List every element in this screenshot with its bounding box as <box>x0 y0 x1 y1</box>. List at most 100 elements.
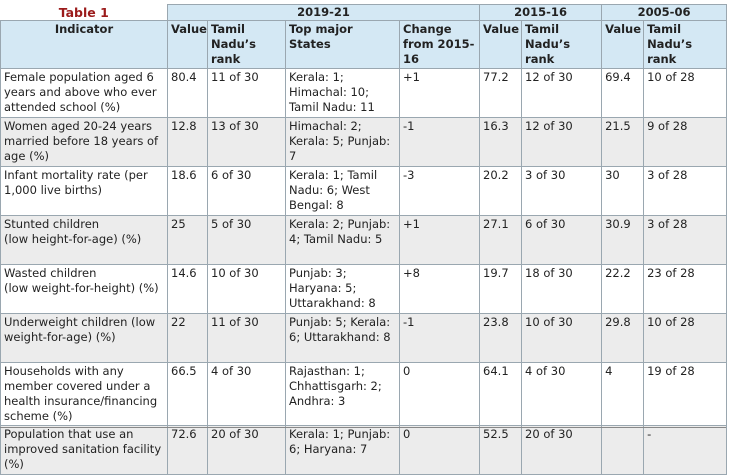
table-cell: 10 of 30 <box>207 264 286 314</box>
table-cell: 3 of 28 <box>643 166 728 216</box>
table-cell: -1 <box>398 313 481 363</box>
table-cell: 27.1 <box>479 215 523 265</box>
table-cell: Punjab: 5; Kerala: 6; Uttarakhand: 8 <box>285 313 400 363</box>
table-cell: 22.2 <box>601 264 645 314</box>
column-header: Top major States <box>285 20 400 69</box>
table-cell: 3 of 28 <box>643 215 728 265</box>
column-header: Tamil Nadu’s rank <box>207 20 286 69</box>
table-cell: 14.6 <box>167 264 208 314</box>
column-header: Value <box>479 20 523 69</box>
table-row: Women aged 20-24 years married before 18… <box>0 117 728 167</box>
period-row: Table 1 2019-21 2015-16 2005-06 <box>0 4 728 21</box>
indicator-cell: Population that use an improved sanitati… <box>0 425 168 475</box>
table-cell: Kerala: 2; Punjab: 4; Tamil Nadu: 5 <box>285 215 400 265</box>
indicator-cell: Wasted children (low weight-for-height) … <box>0 264 168 314</box>
table-cell: 20 of 30 <box>521 425 603 475</box>
table-cell: Punjab: 3; Haryana: 5; Uttarakhand: 8 <box>285 264 400 314</box>
indicator-cell: Women aged 20-24 years married before 18… <box>0 117 168 167</box>
table-cell: 11 of 30 <box>207 313 286 363</box>
column-header: Value <box>167 20 208 69</box>
table-cell: 13 of 30 <box>207 117 286 167</box>
table-cell: 19 of 28 <box>643 362 728 426</box>
table-body: Female population aged 6 years and above… <box>0 68 728 475</box>
indicator-cell: Households with any member covered under… <box>0 362 168 426</box>
table-cell: 25 <box>167 215 208 265</box>
indicator-cell: Female population aged 6 years and above… <box>0 68 168 118</box>
table-cell: +1 <box>398 68 481 118</box>
table-cell: 3 of 30 <box>521 166 603 216</box>
table-cell: 72.6 <box>167 425 208 475</box>
table-cell: 10 of 30 <box>521 313 603 363</box>
table-row: Population that use an improved sanitati… <box>0 425 728 475</box>
table-cell: 66.5 <box>167 362 208 426</box>
table-cell: 4 of 30 <box>521 362 603 426</box>
table-cell: 20.2 <box>479 166 523 216</box>
table-row: Underweight children (low weight-for-age… <box>0 313 728 363</box>
table-cell: 10 of 28 <box>643 68 728 118</box>
table-cell: -3 <box>398 166 481 216</box>
table-cell: 10 of 28 <box>643 313 728 363</box>
table-cell: 18.6 <box>167 166 208 216</box>
column-row: Indicator Value Tamil Nadu’s rank Top major… <box>0 20 728 69</box>
table-cell: 0 <box>398 425 481 475</box>
table-cell: 52.5 <box>479 425 523 475</box>
page: Table 1 2019-21 2015-16 2005-06 Indicator Val… <box>0 4 728 475</box>
table-head: Table 1 2019-21 2015-16 2005-06 Indicator Val… <box>0 4 728 69</box>
table-row: Female population aged 6 years and above… <box>0 68 728 118</box>
period-header: 2005-06 <box>601 4 728 21</box>
table-cell: 30 <box>601 166 645 216</box>
table-cell: 11 of 30 <box>207 68 286 118</box>
period-header: 2015-16 <box>479 4 603 21</box>
table-cell: 12 of 30 <box>521 117 603 167</box>
bottom-rule <box>0 427 726 428</box>
column-header: Value <box>601 20 645 69</box>
table-cell: Rajasthan: 1; Chhattisgarh: 2; Andhra: 3 <box>285 362 400 426</box>
table-cell: - <box>643 425 728 475</box>
table-cell: 29.8 <box>601 313 645 363</box>
table-cell: -1 <box>398 117 481 167</box>
table-cell: 21.5 <box>601 117 645 167</box>
table-cell: 6 of 30 <box>521 215 603 265</box>
table-cell: 23 of 28 <box>643 264 728 314</box>
table-cell: 4 <box>601 362 645 426</box>
table-cell: +1 <box>398 215 481 265</box>
table-cell: 80.4 <box>167 68 208 118</box>
data-table: Table 1 2019-21 2015-16 2005-06 Indicator Val… <box>0 4 728 475</box>
table-cell: 19.7 <box>479 264 523 314</box>
table-cell: Kerala: 1; Punjab: 6; Haryana: 7 <box>285 425 400 475</box>
table-cell: 69.4 <box>601 68 645 118</box>
table-cell: 12 of 30 <box>521 68 603 118</box>
table-cell: 9 of 28 <box>643 117 728 167</box>
column-header: Tamil Nadu’s rank <box>521 20 603 69</box>
table-cell: 23.8 <box>479 313 523 363</box>
column-header: Tamil Nadu’s rank <box>643 20 728 69</box>
table-row: Wasted children (low weight-for-height) … <box>0 264 728 314</box>
table-cell: Kerala: 1; Himachal: 10; Tamil Nadu: 11 <box>285 68 400 118</box>
table-cell: 0 <box>398 362 481 426</box>
table-cell: 20 of 30 <box>207 425 286 475</box>
table-row: Households with any member covered under… <box>0 362 728 426</box>
table-cell: 30.9 <box>601 215 645 265</box>
table-cell: +8 <box>398 264 481 314</box>
table-cell: 5 of 30 <box>207 215 286 265</box>
table-row: Infant mortality rate (per 1,000 live bi… <box>0 166 728 216</box>
table-cell: 4 of 30 <box>207 362 286 426</box>
table-cell: 18 of 30 <box>521 264 603 314</box>
table-cell: 22 <box>167 313 208 363</box>
indicator-cell: Underweight children (low weight-for-age… <box>0 313 168 363</box>
column-header: Change from 2015-16 <box>398 20 481 69</box>
indicator-cell: Infant mortality rate (per 1,000 live bi… <box>0 166 168 216</box>
table-row: Stunted children (low height-for-age) (%… <box>0 215 728 265</box>
table-cell: Kerala: 1; Tamil Nadu: 6; West Bengal: 8 <box>285 166 400 216</box>
table-cell: 6 of 30 <box>207 166 286 216</box>
table-cell <box>601 425 645 475</box>
table-cell: 12.8 <box>167 117 208 167</box>
table-cell: 64.1 <box>479 362 523 426</box>
period-header: 2019-21 <box>166 4 481 21</box>
table-cell: 16.3 <box>479 117 523 167</box>
indicator-cell: Stunted children (low height-for-age) (%… <box>0 215 168 265</box>
table-caption: Table 1 <box>0 4 168 21</box>
table-cell: Himachal: 2; Kerala: 5; Punjab: 7 <box>285 117 400 167</box>
column-header: Indicator <box>0 20 168 69</box>
table-cell: 77.2 <box>479 68 523 118</box>
